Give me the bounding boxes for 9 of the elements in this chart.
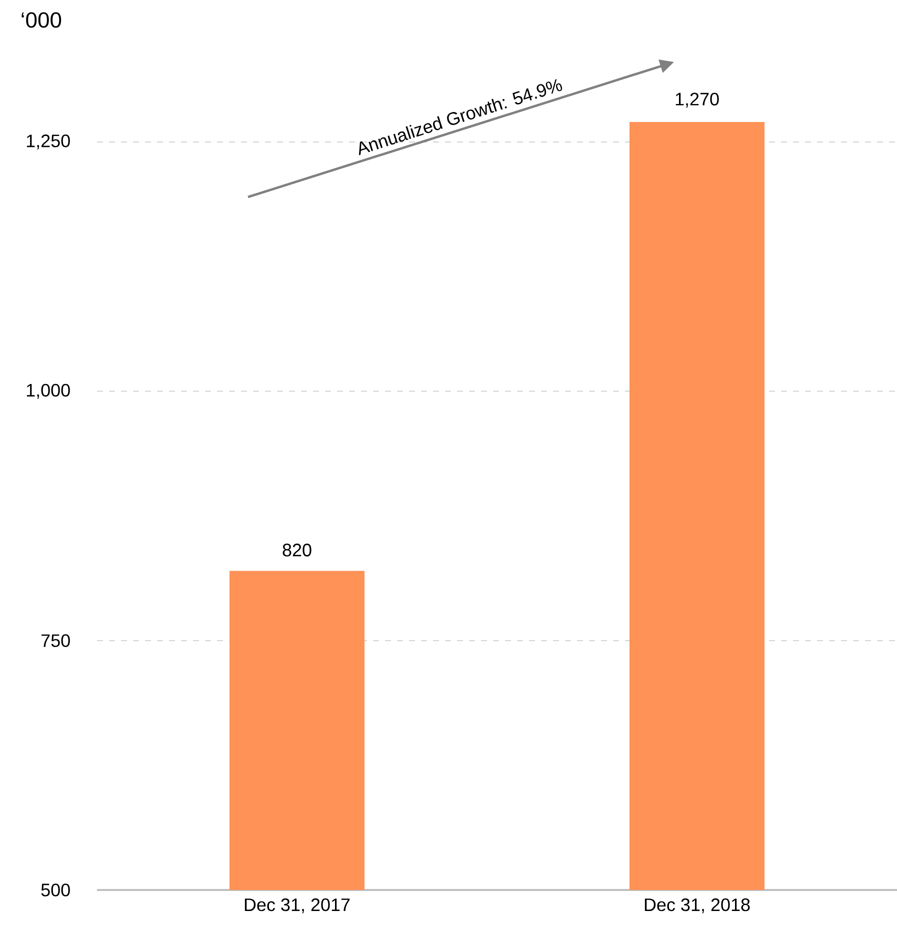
y-tick-label: 1,000 [26,384,70,399]
y-tick-label: 750 [41,634,70,648]
y-axis-title: ‘000 [22,12,62,28]
data-label: 1,270 [676,92,719,108]
y-tick-label: 1,250 [26,134,70,150]
x-tick-label: Dec 31, 2018 [644,898,750,914]
data-label: 820 [282,544,312,556]
y-tick-label: 500 [41,884,70,896]
x-tick-label: Dec 31, 2017 [244,898,350,914]
